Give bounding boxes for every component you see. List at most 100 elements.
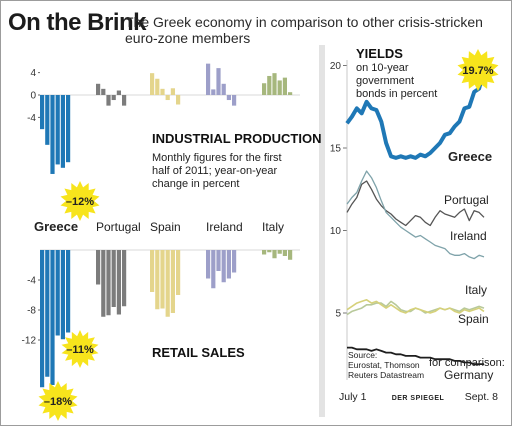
industrial-production-title: INDUSTRIAL PRODUCTION — [152, 131, 321, 146]
page-subtitle: The Greek economy in comparison to other… — [125, 14, 483, 46]
germany-label-prefix: for comparison: — [429, 357, 505, 369]
y-tick-label: -12 — [22, 336, 37, 347]
x-tick-label: July 1 — [339, 391, 367, 403]
bar-industrial-spain — [176, 95, 181, 105]
bar-retail-greece — [60, 250, 65, 340]
industrial-production-description: change in percent — [152, 178, 239, 190]
bar-retail-greece — [40, 250, 45, 388]
bar-industrial-italy — [282, 77, 287, 95]
bar-retail-greece — [55, 250, 60, 336]
bar-industrial-greece — [66, 95, 71, 163]
callout-label: –18% — [44, 396, 72, 408]
bar-retail-spain — [165, 250, 170, 317]
bar-retail-italy — [272, 250, 277, 259]
bar-retail-italy — [277, 250, 282, 254]
bar-industrial-spain — [155, 78, 160, 95]
bar-retail-italy — [262, 250, 267, 255]
series-label-spain: Spain — [458, 312, 489, 326]
callout-label: 19.7% — [462, 65, 493, 77]
bar-retail-spain — [155, 250, 160, 310]
bar-retail-spain — [176, 250, 181, 295]
country-label-ireland: Ireland — [206, 220, 243, 234]
line-series-greece — [345, 69, 486, 160]
bar-industrial-portugal — [111, 95, 116, 101]
callout-label: –12% — [66, 196, 94, 208]
yields-description: bonds in percent — [356, 88, 437, 100]
series-label-ireland: Ireland — [450, 229, 487, 243]
bar-industrial-italy — [288, 92, 293, 95]
bar-retail-greece — [45, 250, 50, 377]
bar-industrial-ireland — [206, 63, 211, 95]
source-note: Eurostat, Thomson — [348, 360, 420, 370]
industrial-production-description: half of 2011; year-on-year — [152, 165, 277, 177]
callout-burst — [457, 49, 499, 91]
bar-industrial-portugal — [106, 95, 111, 106]
bar-retail-portugal — [122, 250, 127, 307]
bar-industrial-greece — [50, 95, 55, 174]
bar-retail-ireland — [232, 250, 237, 273]
bar-industrial-spain — [165, 95, 170, 101]
bar-retail-italy — [267, 250, 272, 253]
y-tick-label: 15 — [330, 144, 342, 155]
bar-industrial-portugal — [101, 88, 106, 95]
series-label-greece: Greece — [448, 149, 492, 164]
country-label-portugal: Portugal — [96, 220, 141, 234]
line-series-ireland — [346, 170, 485, 260]
bar-industrial-greece — [40, 95, 45, 130]
y-tick-label: -8 — [27, 306, 36, 317]
bar-industrial-portugal — [116, 90, 121, 95]
page-title: On the Brink — [8, 9, 147, 36]
bar-retail-ireland — [211, 250, 216, 289]
bar-retail-greece — [50, 250, 55, 385]
bar-retail-portugal — [101, 250, 106, 317]
y-tick-label: -4 — [27, 276, 36, 287]
bar-retail-spain — [150, 250, 155, 292]
x-tick-label: Sept. 8 — [465, 391, 498, 403]
callout-burst — [61, 330, 99, 368]
source-note: Reuters Datastream — [348, 370, 424, 380]
y-tick-label: 4 — [30, 68, 36, 79]
line-series-portugal — [346, 180, 485, 227]
bar-retail-spain — [160, 250, 165, 309]
bar-industrial-spain — [170, 88, 175, 95]
bar-industrial-ireland — [221, 83, 226, 95]
y-tick-label: 0 — [30, 91, 36, 102]
bar-industrial-italy — [272, 73, 277, 95]
bar-industrial-spain — [160, 88, 165, 95]
bar-industrial-italy — [262, 83, 267, 95]
bar-industrial-ireland — [232, 95, 237, 106]
bar-industrial-spain — [150, 73, 155, 95]
bar-retail-ireland — [221, 250, 226, 283]
bar-industrial-greece — [45, 95, 50, 145]
yields-title: YIELDS — [356, 46, 403, 61]
yields-description: on 10-year — [356, 62, 409, 74]
panel-divider — [319, 45, 325, 417]
bar-industrial-ireland — [226, 95, 231, 101]
callout-burst — [38, 381, 78, 421]
y-tick-label: 20 — [330, 61, 342, 72]
y-tick-label: 5 — [335, 309, 341, 320]
retail-sales-title: RETAIL SALES — [152, 345, 245, 360]
callout-label: –11% — [66, 344, 94, 356]
bar-industrial-italy — [277, 80, 282, 95]
y-tick-label: 10 — [330, 226, 342, 237]
bar-retail-ireland — [206, 250, 211, 279]
bar-retail-spain — [170, 250, 175, 313]
yields-description: government — [356, 75, 414, 87]
bar-retail-portugal — [116, 250, 121, 315]
bar-retail-italy — [288, 250, 293, 260]
series-label-italy: Italy — [465, 283, 487, 297]
credit-watermark: DER SPIEGEL — [392, 395, 445, 402]
line-series-germany — [347, 346, 484, 366]
bar-retail-ireland — [226, 250, 231, 279]
bar-industrial-ireland — [211, 89, 216, 95]
bar-retail-greece — [66, 250, 71, 333]
y-tick-label: -4 — [27, 113, 36, 124]
source-note: Source: — [348, 350, 377, 360]
country-label-greece: Greece — [34, 219, 78, 234]
series-label-portugal: Portugal — [444, 193, 489, 207]
bar-retail-italy — [282, 250, 287, 256]
bar-retail-portugal — [106, 250, 111, 316]
callout-burst — [60, 181, 100, 221]
